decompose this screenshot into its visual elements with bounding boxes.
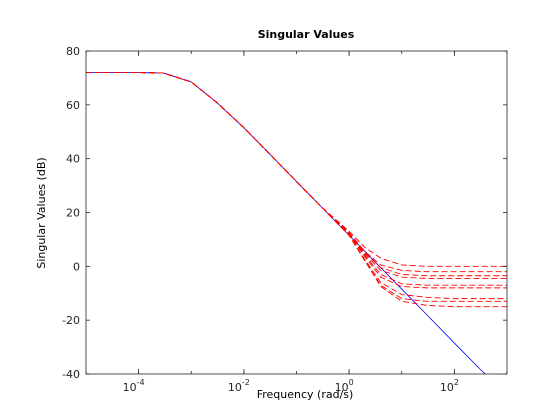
y-axis-label: Singular Values (dB) — [35, 157, 48, 268]
x-tick-label: 102 — [440, 378, 459, 394]
y-tick-label: -40 — [62, 368, 80, 381]
y-tick-label: 80 — [66, 45, 80, 58]
series-layer — [86, 72, 507, 374]
x-tick-label: 10-4 — [123, 378, 145, 394]
y-tick-label: 60 — [66, 99, 80, 112]
y-tick-label: -20 — [62, 314, 80, 327]
y-tick-label: 20 — [66, 207, 80, 220]
x-tick-label: 10-2 — [228, 378, 250, 394]
y-tick-label: 40 — [66, 153, 80, 166]
y-tick-label: 0 — [73, 260, 80, 273]
plot-area — [86, 51, 507, 374]
chart-title: Singular Values — [258, 28, 355, 41]
x-axis-label: Frequency (rad/s) — [257, 388, 354, 401]
perturbed-series-line-9 — [86, 72, 507, 308]
